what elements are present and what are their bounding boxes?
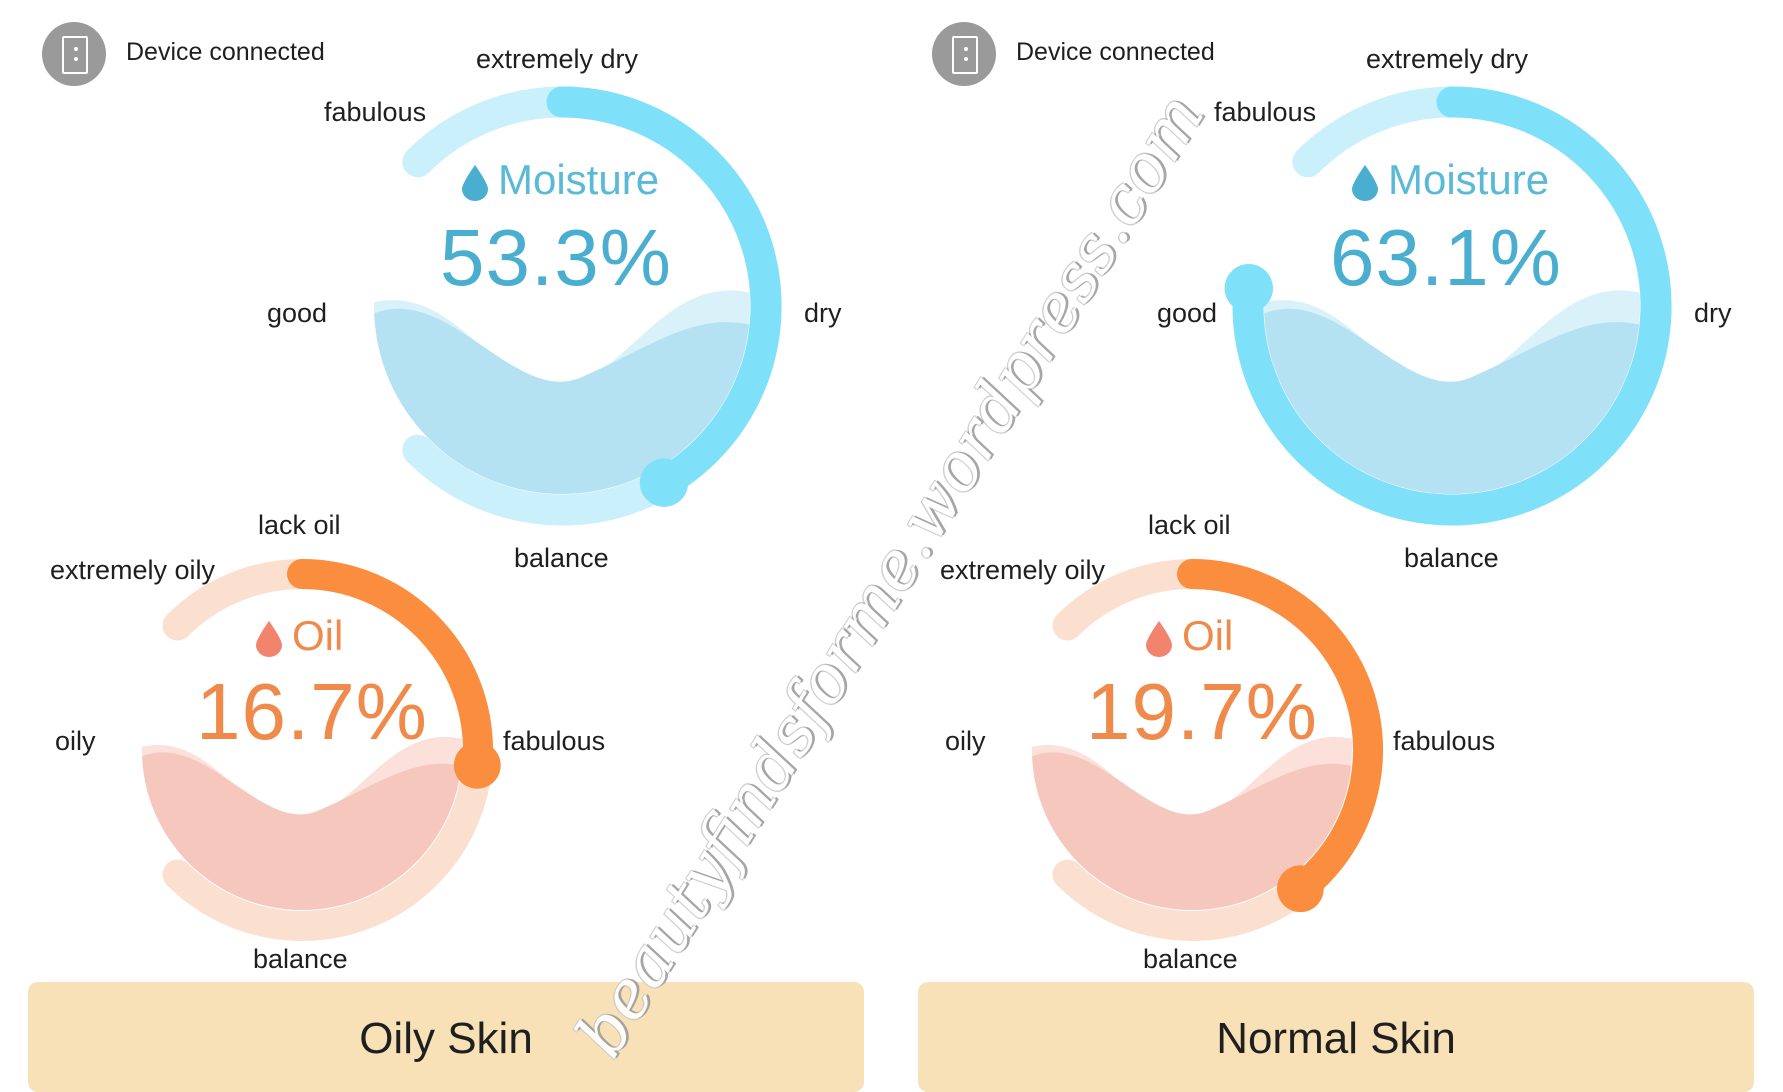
oil-label-lack-oil: lack oil (1148, 510, 1231, 540)
oil-label-oily: oily (945, 726, 986, 756)
moisture-label-balance: balance (514, 543, 609, 573)
skin-type-card: Oily Skin (28, 982, 864, 1092)
moisture-label-extremely-dry: extremely dry (1366, 44, 1529, 74)
moisture-wave-front (1264, 308, 1640, 494)
oil-wave-front (142, 752, 462, 910)
oil-title: Oil (256, 612, 343, 660)
oil-label-fabulous: fabulous (503, 726, 606, 756)
moisture-value-knob (639, 458, 689, 507)
oil-gauge (1032, 559, 1384, 941)
oil-label-balance: balance (1143, 944, 1238, 974)
moisture-wave-front (374, 308, 750, 494)
phone-icon (932, 22, 996, 86)
oil-title: Oil (1146, 612, 1233, 660)
skin-type-card: Normal Skin (918, 982, 1754, 1092)
oil-label-extremely-oily: extremely oily (940, 555, 1106, 585)
moisture-value-arc (546, 86, 782, 499)
moisture-label-dry: dry (1694, 298, 1732, 328)
moisture-label-dry: dry (804, 298, 842, 328)
water-drop-icon (1352, 164, 1378, 201)
oil-label-lack-oil: lack oil (258, 510, 341, 540)
oil-label-balance: balance (253, 944, 348, 974)
moisture-label-good: good (267, 298, 328, 328)
moisture-label-fabulous: fabulous (324, 97, 427, 127)
skin-result-panel-1: Device connected extremely dry fabulous … (0, 0, 890, 1092)
skin-type-label: Normal Skin (1216, 1014, 1456, 1063)
oil-value-knob (1277, 865, 1324, 913)
device-status: Device connected (126, 38, 325, 66)
moisture-gauge (374, 86, 782, 526)
water-drop-icon (462, 164, 488, 201)
moisture-title: Moisture (462, 156, 659, 204)
moisture-label-good: good (1157, 298, 1218, 328)
oil-wave-front (1032, 752, 1352, 910)
moisture-value: 63.1% (1330, 213, 1562, 302)
device-status: Device connected (1016, 38, 1215, 66)
skin-result-panel-2: Device connected extremely dry fabulous … (890, 0, 1780, 1092)
oil-label-oily: oily (55, 726, 96, 756)
oil-label-fabulous: fabulous (1393, 726, 1496, 756)
oil-value-knob (453, 741, 501, 789)
oil-gauge (142, 559, 501, 941)
moisture-label-balance: balance (1404, 543, 1499, 573)
skin-type-label: Oily Skin (359, 1014, 533, 1063)
phone-icon (42, 22, 106, 86)
oil-drop-icon (1146, 620, 1172, 657)
oil-label-extremely-oily: extremely oily (50, 555, 216, 585)
moisture-value: 53.3% (440, 213, 672, 302)
oil-value-arc (287, 559, 493, 781)
moisture-value-arc (1232, 86, 1672, 526)
moisture-label-fabulous: fabulous (1214, 97, 1317, 127)
moisture-value-knob (1224, 264, 1273, 313)
oil-value-arc (1177, 559, 1384, 904)
moisture-title: Moisture (1352, 156, 1549, 204)
moisture-label-extremely-dry: extremely dry (476, 44, 639, 74)
oil-value: 16.7% (196, 667, 428, 756)
oil-drop-icon (256, 620, 282, 657)
moisture-gauge (1224, 86, 1672, 526)
oil-value: 19.7% (1086, 667, 1318, 756)
